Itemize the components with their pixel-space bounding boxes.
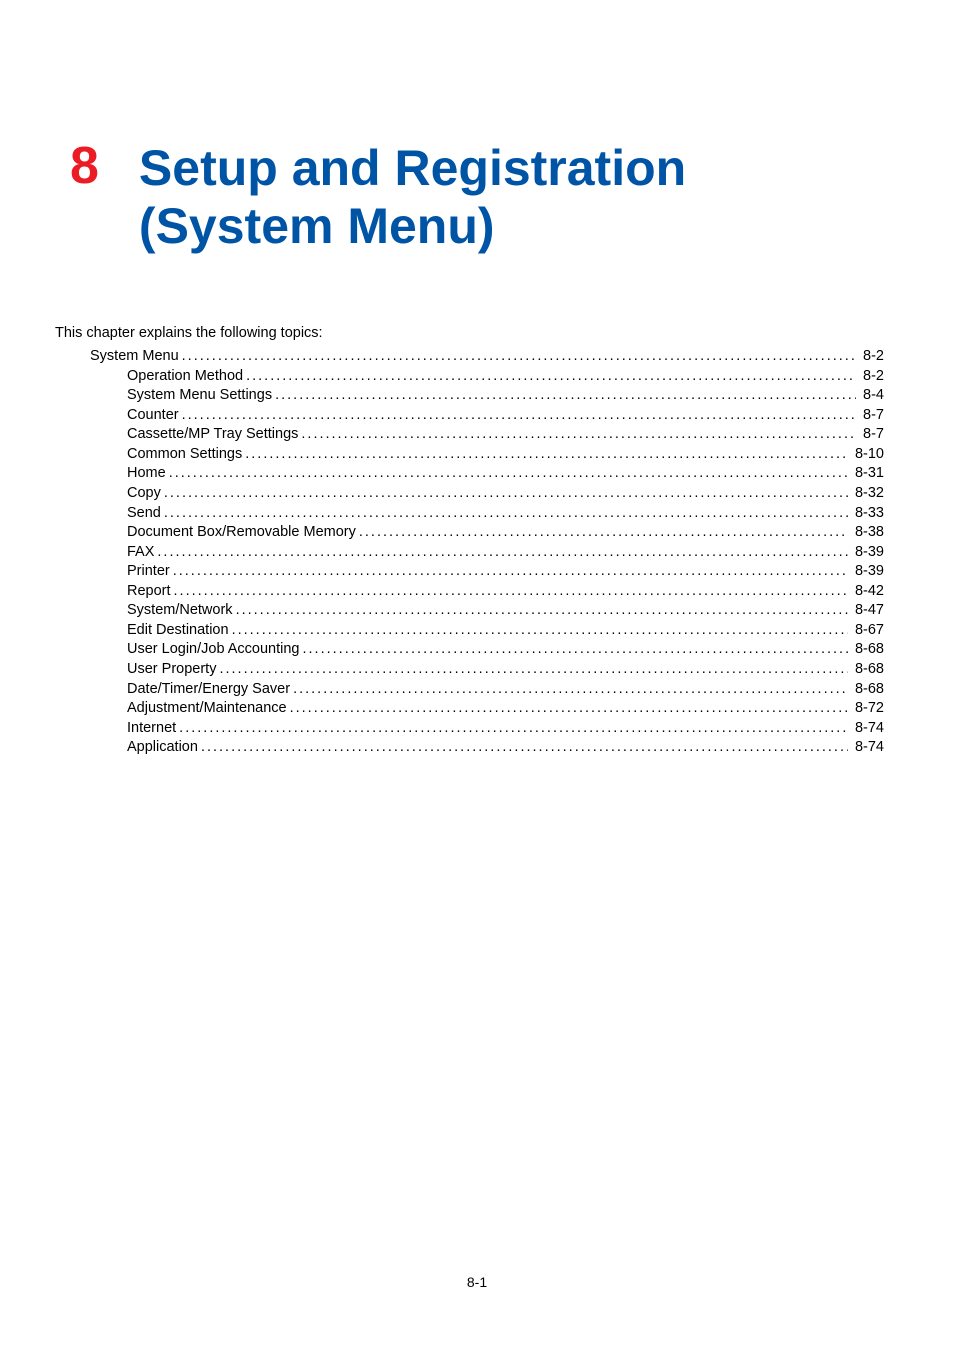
toc-entry-page: 8-68 <box>851 660 884 680</box>
toc-entry[interactable]: Counter 8-7 <box>90 406 884 426</box>
toc-leader-dots <box>169 464 848 484</box>
toc-entry-page: 8-74 <box>851 719 884 739</box>
toc-entry-page: 8-74 <box>851 738 884 758</box>
chapter-title-line1: Setup and Registration <box>139 140 686 196</box>
toc-entry-page: 8-33 <box>851 504 884 524</box>
chapter-title: Setup and Registration (System Menu) <box>139 140 686 255</box>
toc-entry[interactable]: Internet 8-74 <box>90 719 884 739</box>
toc-entry[interactable]: Report 8-42 <box>90 582 884 602</box>
toc-entry[interactable]: User Property 8-68 <box>90 660 884 680</box>
chapter-number: 8 <box>70 140 99 192</box>
toc-entry[interactable]: Common Settings 8-10 <box>90 445 884 465</box>
toc-entry[interactable]: Copy 8-32 <box>90 484 884 504</box>
toc-entry[interactable]: Send 8-33 <box>90 504 884 524</box>
toc-entry-label: Report <box>127 582 171 602</box>
toc-entry-page: 8-39 <box>851 543 884 563</box>
toc-entry[interactable]: Date/Timer/Energy Saver 8-68 <box>90 680 884 700</box>
toc-entry-label: Printer <box>127 562 170 582</box>
toc-entry-label: Counter <box>127 406 179 426</box>
toc-entry-page: 8-31 <box>851 464 884 484</box>
toc-entry-page: 8-10 <box>851 445 884 465</box>
toc-entry-page: 8-72 <box>851 699 884 719</box>
toc-entry[interactable]: System Menu Settings 8-4 <box>90 386 884 406</box>
toc-leader-dots <box>236 601 848 621</box>
toc-entry-label: Send <box>127 504 161 524</box>
toc-leader-dots <box>182 406 856 426</box>
toc-entry-page: 8-2 <box>859 367 884 387</box>
toc-entry-page: 8-7 <box>859 425 884 445</box>
toc-leader-dots <box>219 660 848 680</box>
toc-entry-label: Internet <box>127 719 176 739</box>
toc-entry-label: Cassette/MP Tray Settings <box>127 425 298 445</box>
toc-leader-dots <box>179 719 848 739</box>
toc-entry-label: Common Settings <box>127 445 242 465</box>
toc-leader-dots <box>290 699 848 719</box>
toc-entry-page: 8-2 <box>859 347 884 367</box>
toc-entry-page: 8-32 <box>851 484 884 504</box>
toc-leader-dots <box>275 386 856 406</box>
toc-entry-label: Adjustment/Maintenance <box>127 699 287 719</box>
toc-entry-page: 8-39 <box>851 562 884 582</box>
toc-leader-dots <box>157 543 848 563</box>
toc-leader-dots <box>293 680 848 700</box>
chapter-header: 8 Setup and Registration (System Menu) <box>70 140 884 255</box>
toc-leader-dots <box>174 582 848 602</box>
toc-entry-label: System Menu Settings <box>127 386 272 406</box>
toc-entry-label: Edit Destination <box>127 621 229 641</box>
toc-leader-dots <box>303 640 848 660</box>
toc-entry-page: 8-38 <box>851 523 884 543</box>
toc-entry[interactable]: FAX 8-39 <box>90 543 884 563</box>
toc-entry[interactable]: Home 8-31 <box>90 464 884 484</box>
toc-entry-page: 8-68 <box>851 640 884 660</box>
toc-entry[interactable]: Cassette/MP Tray Settings 8-7 <box>90 425 884 445</box>
toc-leader-dots <box>201 738 848 758</box>
toc-entry-label: Document Box/Removable Memory <box>127 523 356 543</box>
toc-entry-page: 8-68 <box>851 680 884 700</box>
toc-entry-label: FAX <box>127 543 154 563</box>
toc-entry-label: Application <box>127 738 198 758</box>
toc-entry-label: Home <box>127 464 166 484</box>
intro-text: This chapter explains the following topi… <box>55 325 884 341</box>
toc-entry-page: 8-42 <box>851 582 884 602</box>
toc-entry[interactable]: Application 8-74 <box>90 738 884 758</box>
toc-entry-label: User Login/Job Accounting <box>127 640 300 660</box>
page-number: 8-1 <box>0 1274 954 1290</box>
toc-leader-dots <box>173 562 848 582</box>
toc-entry-label: System/Network <box>127 601 233 621</box>
toc-entry-page: 8-47 <box>851 601 884 621</box>
toc-entry-label: Operation Method <box>127 367 243 387</box>
toc-entry[interactable]: User Login/Job Accounting 8-68 <box>90 640 884 660</box>
chapter-title-line2: (System Menu) <box>139 198 495 254</box>
toc-entry-page: 8-67 <box>851 621 884 641</box>
toc-entry-page: 8-7 <box>859 406 884 426</box>
toc-entry-label: Copy <box>127 484 161 504</box>
toc-entry-page: 8-4 <box>859 386 884 406</box>
toc-leader-dots <box>182 347 856 367</box>
toc-entry-label: System Menu <box>90 347 179 367</box>
toc-entry[interactable]: Operation Method 8-2 <box>90 367 884 387</box>
toc-entry[interactable]: System/Network 8-47 <box>90 601 884 621</box>
toc-entry-label: Date/Timer/Energy Saver <box>127 680 290 700</box>
toc-leader-dots <box>164 484 848 504</box>
table-of-contents: System Menu 8-2Operation Method 8-2Syste… <box>90 347 884 758</box>
toc-leader-dots <box>164 504 848 524</box>
toc-entry[interactable]: System Menu 8-2 <box>90 347 884 367</box>
toc-entry[interactable]: Document Box/Removable Memory 8-38 <box>90 523 884 543</box>
toc-entry[interactable]: Printer 8-39 <box>90 562 884 582</box>
toc-leader-dots <box>245 445 848 465</box>
toc-leader-dots <box>232 621 848 641</box>
toc-leader-dots <box>301 425 856 445</box>
toc-leader-dots <box>246 367 856 387</box>
toc-entry[interactable]: Adjustment/Maintenance 8-72 <box>90 699 884 719</box>
toc-entry[interactable]: Edit Destination 8-67 <box>90 621 884 641</box>
toc-entry-label: User Property <box>127 660 216 680</box>
toc-leader-dots <box>359 523 848 543</box>
